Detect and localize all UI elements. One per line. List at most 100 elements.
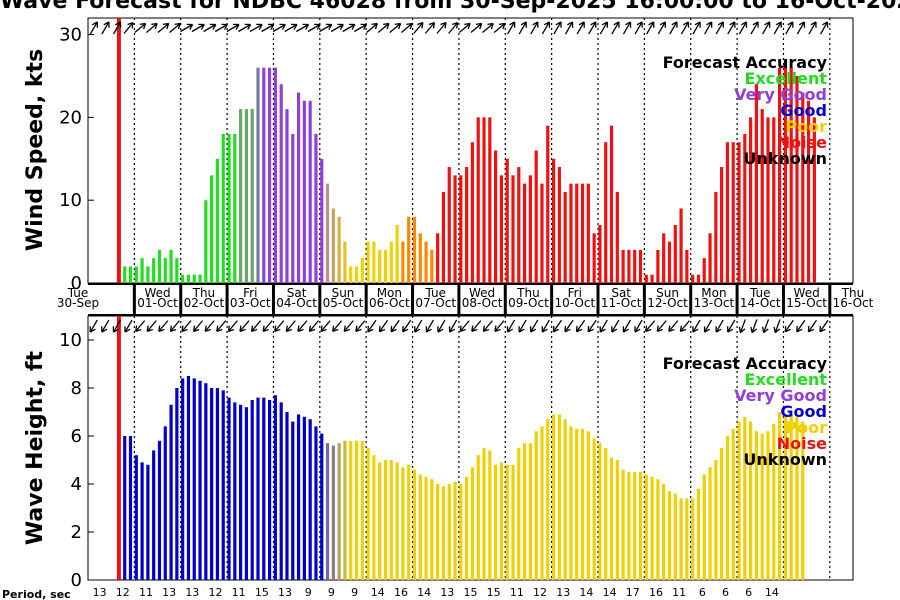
wind-bar: [279, 84, 283, 283]
wind-direction-arrow: [366, 22, 378, 33]
wave-bar: [691, 498, 695, 580]
date-label: 10-Oct: [554, 296, 595, 310]
wind-bar: [673, 225, 677, 283]
wave-bar: [725, 436, 730, 580]
wind-bar: [296, 92, 301, 283]
wind-bar: [592, 233, 596, 283]
wave-bar: [320, 433, 324, 580]
wave-bar: [563, 419, 567, 580]
wave-direction-arrow: [819, 319, 829, 333]
wind-bar: [795, 75, 799, 283]
wave-direction-arrow: [796, 319, 806, 333]
wave-bar: [181, 378, 185, 580]
wave-direction-arrow: [169, 320, 180, 332]
day-name-label: Mon: [377, 286, 402, 300]
wave-legend-unknown: Unknown: [743, 450, 827, 469]
period-value: 14: [417, 586, 431, 599]
wave-direction-arrow: [192, 320, 204, 332]
wave-bar: [285, 412, 289, 580]
wind-bar: [470, 142, 475, 283]
wave-bar: [430, 479, 434, 580]
wave-bar: [488, 450, 492, 580]
wave-direction-arrow: [530, 319, 539, 333]
wind-bar: [360, 258, 364, 283]
wave-bar: [609, 457, 614, 580]
wave-bar: [360, 440, 364, 580]
wind-bar: [273, 67, 277, 283]
date-label: 03-Oct: [230, 296, 271, 310]
wave-bar: [424, 476, 428, 580]
wind-legend-title: Forecast Accuracy: [663, 53, 828, 72]
wave-direction-arrow: [634, 319, 643, 333]
period-value: 12: [533, 586, 547, 599]
wave-bar: [291, 421, 295, 580]
wave-bar: [314, 426, 318, 580]
wind-bar: [152, 258, 156, 283]
wind-direction-arrow: [819, 21, 829, 35]
wave-bar: [766, 431, 770, 580]
wind-direction-arrow: [796, 21, 806, 35]
wind-bar: [169, 249, 173, 283]
wind-direction-arrow: [680, 21, 690, 35]
wave-direction-arrow: [89, 319, 98, 333]
day-name-label: Wed: [144, 286, 170, 300]
wind-direction-arrow: [669, 21, 678, 35]
date-label: 01-Oct: [137, 296, 178, 310]
wave-legend-title: Forecast Accuracy: [663, 354, 828, 373]
period-value: 12: [209, 586, 223, 599]
wind-direction-arrow: [541, 21, 551, 35]
wave-bar: [621, 469, 625, 580]
wave-bar: [656, 479, 660, 580]
wave-direction-arrow: [216, 320, 227, 332]
date-label: 06-Oct: [369, 296, 410, 310]
wind-bar: [580, 183, 585, 283]
wind-direction-arrow: [238, 23, 252, 33]
wind-bar: [691, 274, 695, 283]
wave-direction-arrow: [611, 319, 620, 333]
wind-y-axis-label: Wind Speed, kts: [23, 49, 48, 251]
wave-ytick-label: 6: [71, 426, 82, 447]
wave-bar: [337, 443, 341, 580]
wind-bar: [250, 109, 254, 283]
wind-bar: [134, 266, 138, 283]
date-label: 30-Sep: [57, 296, 99, 310]
wave-bar: [569, 426, 573, 580]
wave-direction-arrow: [343, 320, 354, 332]
wave-bar: [186, 376, 191, 580]
wind-bar: [801, 92, 805, 283]
wave-bar: [494, 464, 498, 580]
wave-bar: [227, 397, 231, 580]
wind-bar: [343, 241, 347, 283]
wave-bar: [772, 424, 776, 580]
wave-bar: [239, 404, 243, 580]
wave-bar: [783, 414, 787, 580]
wave-direction-arrow: [494, 320, 505, 332]
wind-bar: [627, 249, 631, 283]
wave-bar: [192, 378, 196, 580]
wave-bar: [152, 450, 156, 580]
wave-bar: [436, 484, 440, 580]
wave-ytick-label: 10: [59, 330, 82, 351]
wind-bar: [383, 249, 388, 283]
wave-bar: [372, 455, 376, 580]
date-label: 12-Oct: [647, 296, 688, 310]
wave-bar: [447, 484, 451, 580]
wind-bar: [441, 191, 446, 283]
wind-direction-arrow: [727, 21, 736, 35]
period-value: 13: [162, 586, 176, 599]
wave-bar: [696, 488, 701, 580]
wind-bar: [291, 133, 295, 283]
wind-bar: [482, 117, 486, 283]
wave-bar: [204, 383, 208, 580]
date-label: 13-Oct: [694, 296, 735, 310]
wind-panel: 0 10 20 30 Wind Speed, kts Forecast Accurac…: [23, 17, 854, 294]
wind-bar: [494, 150, 498, 283]
date-label: 09-Oct: [508, 296, 549, 310]
wind-direction-arrow: [470, 22, 483, 33]
wave-bar: [482, 448, 486, 580]
wind-bar: [754, 84, 759, 283]
wind-bar: [772, 117, 776, 283]
wind-direction-arrow: [634, 21, 643, 35]
period-value: 13: [556, 586, 570, 599]
wind-bar: [569, 183, 573, 283]
